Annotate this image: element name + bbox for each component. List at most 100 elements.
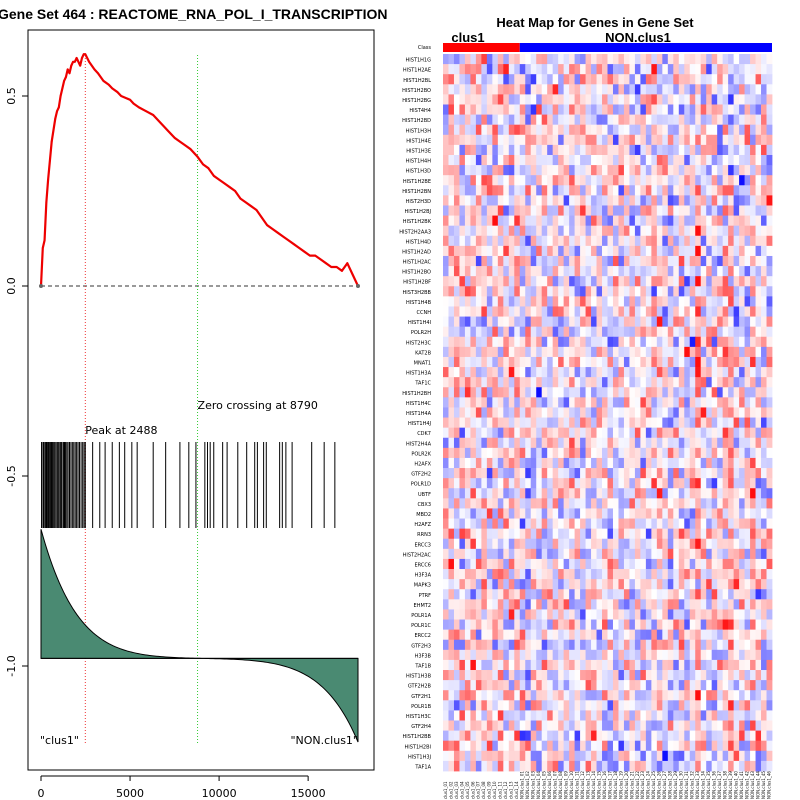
- heatmap-cell: [580, 649, 586, 661]
- heatmap-cell: [623, 518, 630, 530]
- heatmap-cell: [667, 407, 674, 418]
- heatmap-cell: [503, 407, 510, 418]
- heatmap-cell: [750, 356, 756, 368]
- heatmap-cell: [755, 175, 762, 186]
- heatmap-cell: [453, 144, 460, 156]
- heatmap-cell: [645, 266, 652, 277]
- sample-label: NON.clus1_01: [520, 771, 525, 799]
- heatmap-cell: [514, 609, 521, 620]
- heatmap-cell: [744, 730, 751, 742]
- heatmap-cell: [453, 104, 460, 115]
- heatmap-cell: [475, 255, 482, 267]
- heatmap-cell: [634, 205, 641, 216]
- heatmap-cell: [678, 215, 685, 227]
- heatmap-cell: [750, 457, 756, 469]
- heatmap-cell: [623, 670, 630, 681]
- heatmap-cell: [547, 377, 554, 388]
- heatmap-cell: [750, 397, 756, 408]
- heatmap-cell: [700, 599, 707, 610]
- heatmap-cell: [739, 417, 745, 429]
- heatmap-cell: [530, 589, 537, 600]
- heatmap-cell: [684, 700, 691, 711]
- heatmap-cell: [656, 589, 663, 600]
- heatmap-cell: [689, 569, 696, 580]
- heatmap-cell: [750, 427, 756, 439]
- heatmap-cell: [695, 710, 702, 721]
- heatmap-cell: [448, 609, 455, 620]
- heatmap-cell: [662, 659, 669, 671]
- heatmap-cell: [525, 296, 532, 307]
- heatmap-cell: [497, 528, 504, 540]
- heatmap-cell: [574, 690, 581, 701]
- heatmap-cell: [717, 235, 724, 247]
- es-point: [250, 205, 253, 208]
- heatmap-cell: [656, 144, 663, 156]
- heatmap-cell: [634, 326, 641, 338]
- heatmap-cell: [722, 205, 729, 216]
- heatmap-cell: [591, 569, 597, 580]
- heatmap-cell: [750, 730, 756, 742]
- heatmap-cell: [656, 326, 663, 338]
- heatmap-cell: [541, 528, 548, 540]
- heatmap-cell: [634, 619, 641, 631]
- heatmap-cell: [536, 104, 543, 115]
- heatmap-cell: [470, 286, 477, 297]
- heatmap-cell: [739, 609, 745, 620]
- heatmap-cell: [629, 508, 636, 519]
- gene-label: RRN3: [417, 532, 431, 538]
- heatmap-cell: [766, 144, 773, 156]
- heatmap-cell: [503, 276, 510, 287]
- heatmap-cell: [536, 619, 543, 631]
- heatmap-cell: [470, 74, 477, 85]
- heatmap-cell: [481, 165, 488, 176]
- heatmap-cell: [481, 84, 488, 95]
- heatmap-cell: [486, 599, 493, 610]
- heatmap-cell: [591, 225, 597, 237]
- heatmap-cell: [722, 457, 729, 469]
- heatmap-cell: [459, 397, 466, 408]
- es-point: [47, 178, 50, 181]
- heatmap-cell: [530, 154, 537, 166]
- heatmap-cell: [591, 447, 597, 459]
- heatmap-cell: [470, 64, 477, 75]
- heatmap-cell: [574, 104, 581, 115]
- heatmap-cell: [618, 154, 625, 166]
- heatmap-cell: [547, 276, 554, 287]
- heatmap-cell: [717, 276, 724, 287]
- heatmap-cell: [761, 356, 767, 368]
- heatmap-cell: [695, 700, 702, 711]
- heatmap-cell: [569, 144, 575, 156]
- heatmap-cell: [508, 437, 515, 449]
- heatmap-cell: [596, 134, 603, 146]
- heatmap-cell: [612, 397, 619, 408]
- heatmap-cell: [580, 447, 586, 459]
- heatmap-cell: [673, 498, 680, 509]
- heatmap-cell: [569, 670, 575, 681]
- heatmap-cell: [448, 680, 455, 691]
- heatmap-cell: [536, 609, 543, 620]
- heatmap-cell: [519, 498, 526, 509]
- gene-label: HIST1H2BN: [402, 189, 431, 195]
- heatmap-cell: [634, 64, 641, 75]
- heatmap-cell: [711, 397, 718, 408]
- heatmap-cell: [574, 276, 581, 287]
- heatmap-cell: [711, 336, 718, 348]
- heatmap-cell: [728, 639, 735, 651]
- heatmap-cell: [580, 286, 586, 297]
- heatmap-cell: [585, 144, 592, 156]
- heatmap-cell: [739, 195, 745, 206]
- heatmap-cell: [497, 508, 504, 519]
- heatmap-cell: [700, 356, 707, 368]
- sample-label: NON.clus1_23: [640, 771, 645, 799]
- heatmap-cell: [497, 427, 504, 439]
- heatmap-cell: [662, 286, 669, 297]
- heatmap-cell: [673, 306, 680, 317]
- heatmap-cell: [612, 235, 619, 247]
- heatmap-cell: [755, 336, 762, 348]
- heatmap-cell: [739, 528, 745, 540]
- heatmap-cell: [596, 488, 603, 499]
- heatmap-cell: [580, 235, 586, 247]
- heatmap-cell: [662, 538, 669, 550]
- heatmap-cell: [640, 579, 647, 590]
- heatmap-cell: [503, 437, 510, 449]
